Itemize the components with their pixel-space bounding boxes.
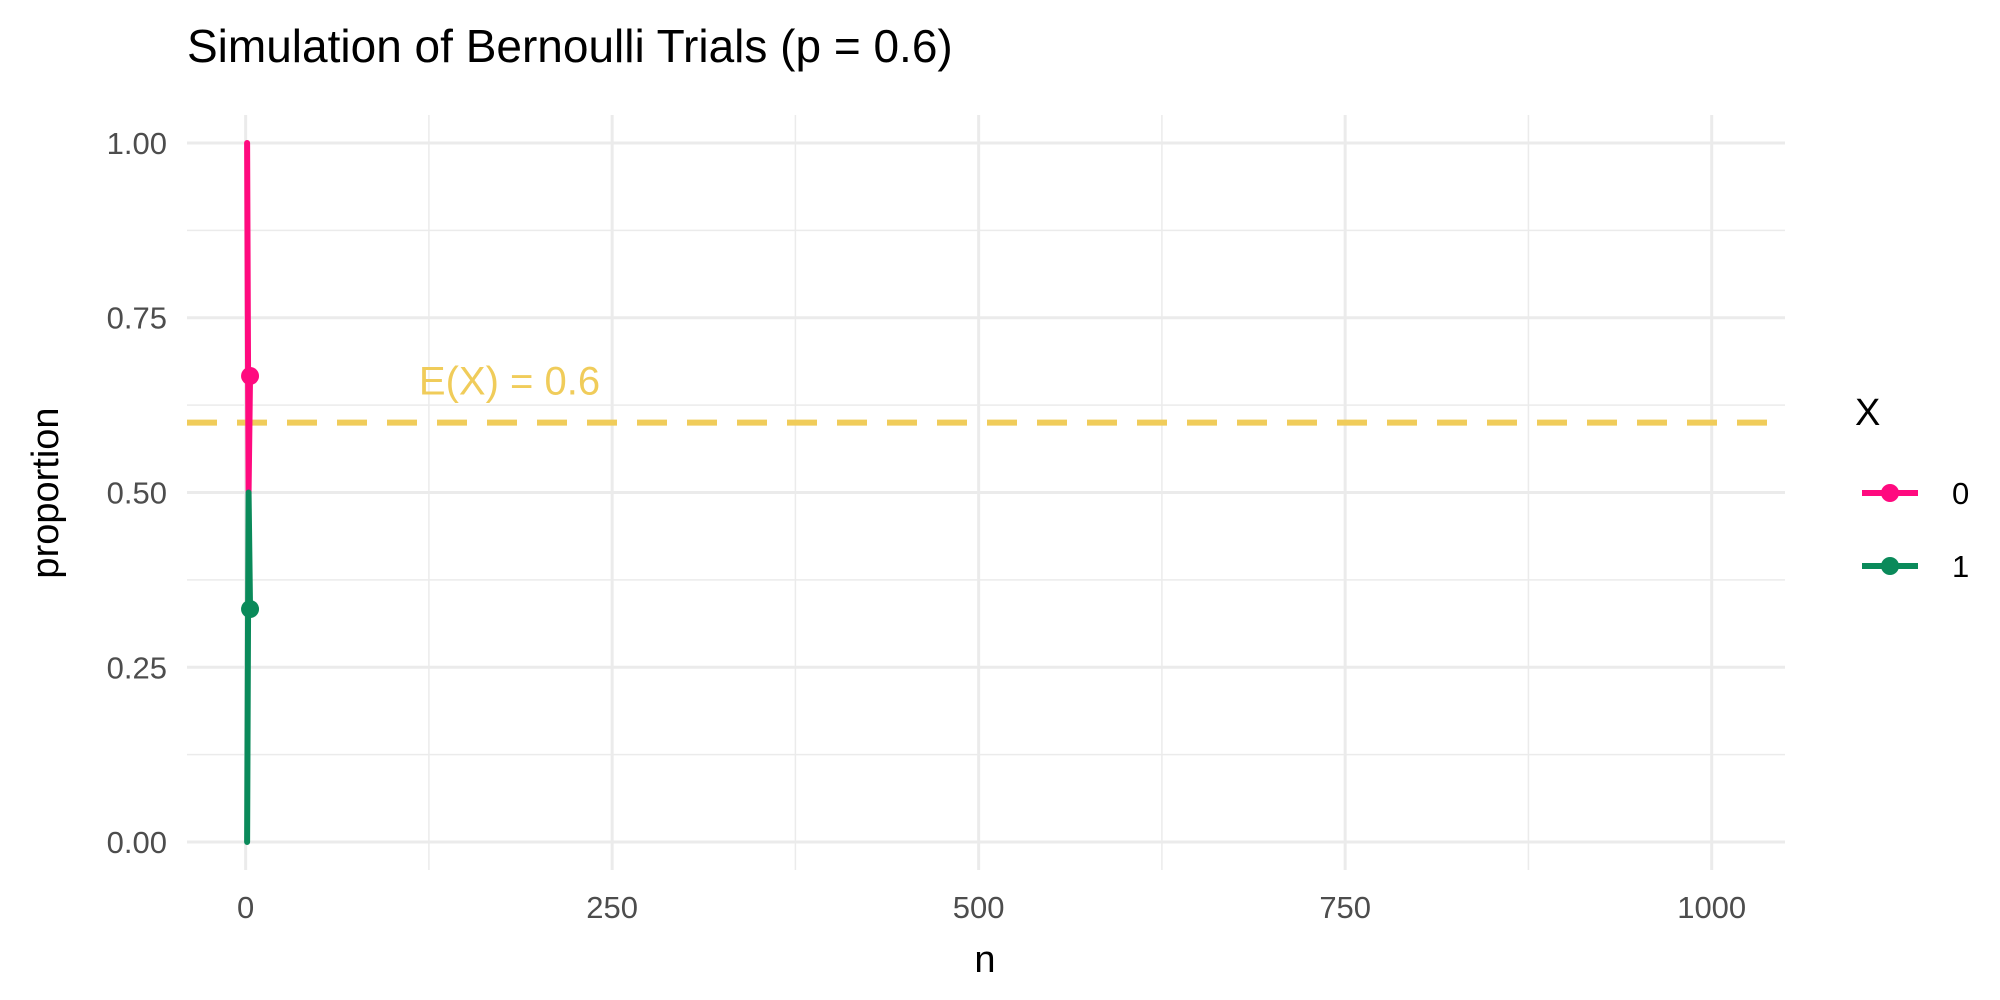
x-tick-label: 0 [237,890,254,925]
legend-label-1: 1 [1952,549,1969,584]
reference-line-group: E(X) = 0.6 [187,360,1785,426]
y-axis-label: proportion [25,407,67,578]
legend-key-point-1 [1881,557,1899,575]
y-tick-label: 0.00 [107,825,167,860]
y-tick-label: 0.75 [107,301,167,336]
legend: X 01 [1855,392,1969,584]
x-axis-ticks: 0 250 500 750 1000 [237,890,1746,925]
y-tick-label: 0.50 [107,476,167,511]
chart-title: Simulation of Bernoulli Trials (p = 0.6) [187,20,953,72]
grid-major [187,115,1785,870]
y-axis-ticks: 0.00 0.25 0.50 0.75 1.00 [107,126,167,860]
x-tick-label: 750 [1319,890,1371,925]
x-axis-label: n [974,939,995,981]
legend-items: 01 [1862,476,1969,584]
series-point-1 [241,600,260,619]
legend-title: X [1855,392,1880,434]
series-group [241,139,260,846]
x-tick-label: 500 [953,890,1005,925]
x-tick-label: 1000 [1677,890,1746,925]
legend-label-0: 0 [1952,476,1969,511]
series-line-1 [244,489,254,846]
grid-minor [187,115,1785,870]
series-line-0 [244,139,254,496]
x-tick-label: 250 [586,890,638,925]
y-tick-label: 1.00 [107,126,167,161]
legend-key-point-0 [1881,484,1899,502]
series-point-0 [241,366,260,385]
y-tick-label: 0.25 [107,650,167,685]
expected-value-label: E(X) = 0.6 [419,360,600,404]
